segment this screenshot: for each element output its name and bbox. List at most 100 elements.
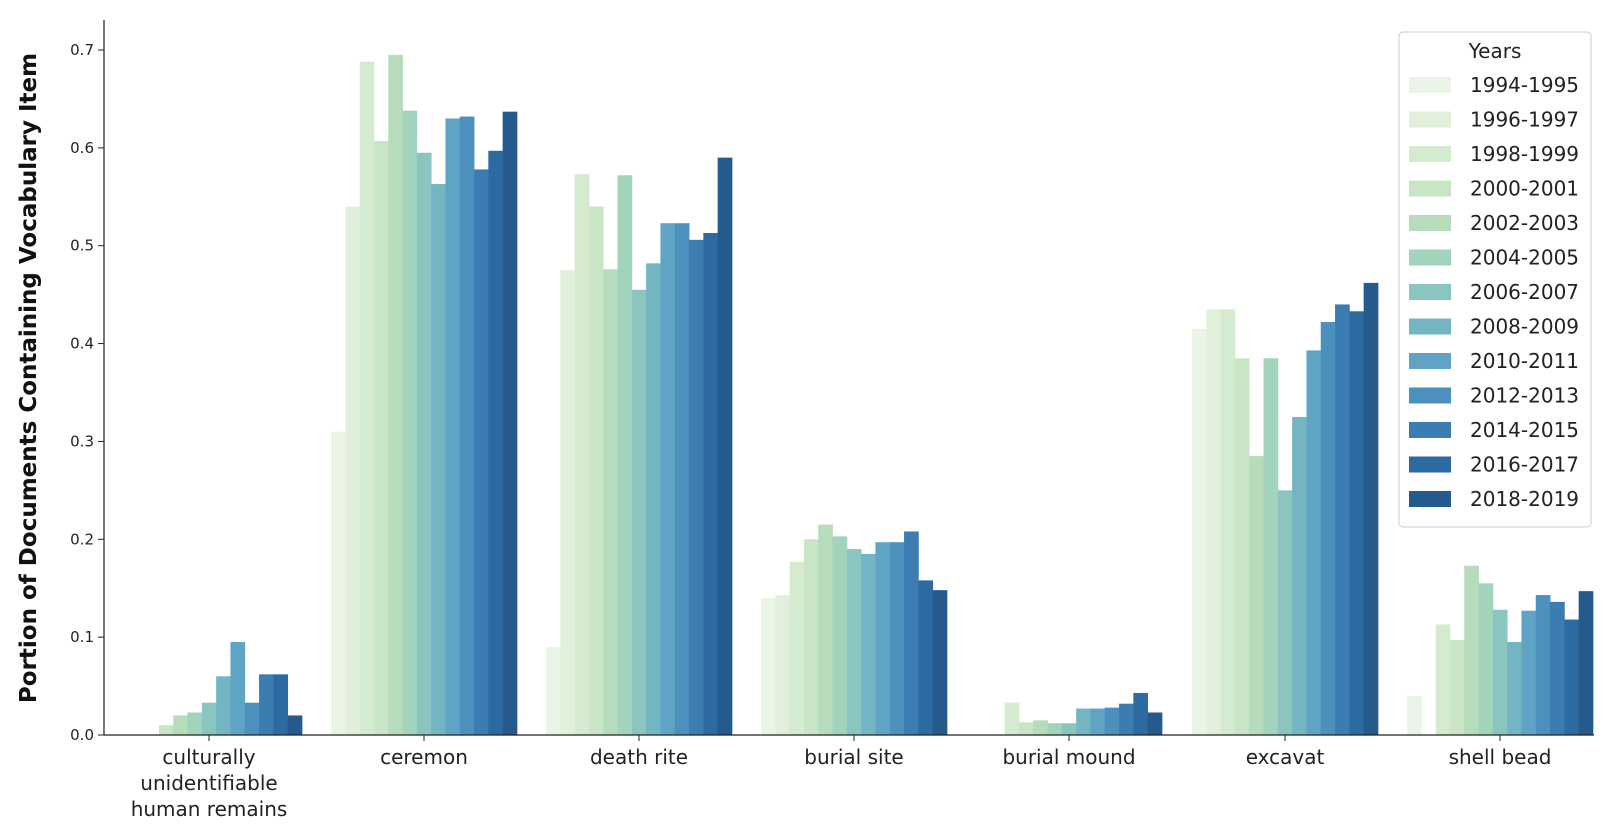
bar-1998-1999-cat5 xyxy=(1220,309,1236,735)
bar-2010-2011-cat2 xyxy=(660,223,676,735)
bar-2014-2015-cat5 xyxy=(1335,304,1350,735)
bar-2010-2011-cat5 xyxy=(1306,350,1322,735)
bar-2004-2005-cat3 xyxy=(832,536,848,735)
bar-2000-2001-cat4 xyxy=(1018,722,1034,735)
legend-label-1996-1997: 1996-1997 xyxy=(1470,108,1579,132)
bars-layer xyxy=(158,54,1594,736)
bar-2014-2015-cat3 xyxy=(904,531,919,735)
bar-2000-2001-cat0 xyxy=(158,725,174,735)
bar-2008-2009-cat1 xyxy=(431,184,446,735)
legend-swatch-1998-1999 xyxy=(1409,146,1451,162)
y-tick-label: 0.4 xyxy=(70,335,94,353)
legend-swatch-1994-1995 xyxy=(1409,77,1451,93)
bar-1994-1995-cat5 xyxy=(1192,328,1207,735)
x-category-label: excavat xyxy=(1246,745,1325,769)
legend-label-2010-2011: 2010-2011 xyxy=(1470,349,1579,373)
bar-2012-2013-cat3 xyxy=(889,542,905,735)
y-tick-label: 0.7 xyxy=(70,41,94,59)
bar-1996-1997-cat1 xyxy=(345,206,361,735)
bar-2000-2001-cat1 xyxy=(373,141,389,735)
bar-2002-2003-cat5 xyxy=(1249,456,1264,735)
bar-2014-2015-cat0 xyxy=(259,674,274,735)
legend-label-2008-2009: 2008-2009 xyxy=(1470,315,1579,339)
x-category-label: burial site xyxy=(804,745,903,769)
bar-1998-1999-cat1 xyxy=(359,61,375,736)
bar-2018-2019-cat5 xyxy=(1363,282,1379,735)
bar-1996-1997-cat5 xyxy=(1206,309,1222,735)
bar-2018-2019-cat0 xyxy=(287,715,303,735)
bar-2010-2011-cat3 xyxy=(875,542,891,735)
bar-2012-2013-cat2 xyxy=(674,223,690,735)
bar-2002-2003-cat4 xyxy=(1033,720,1048,735)
bar-2014-2015-cat4 xyxy=(1119,703,1134,735)
bar-2016-2017-cat1 xyxy=(488,150,504,736)
bar-2012-2013-cat5 xyxy=(1320,322,1336,735)
bar-2002-2003-cat3 xyxy=(818,524,833,735)
legend-label-2018-2019: 2018-2019 xyxy=(1470,487,1579,511)
bar-1994-1995-cat2 xyxy=(546,646,561,735)
x-category-label: burial mound xyxy=(1002,745,1135,769)
bar-1996-1997-cat2 xyxy=(560,270,576,735)
bar-2016-2017-cat2 xyxy=(703,232,719,736)
bar-2002-2003-cat1 xyxy=(388,54,403,735)
legend-label-2000-2001: 2000-2001 xyxy=(1470,177,1579,201)
bar-1998-1999-cat6 xyxy=(1435,624,1451,735)
x-category-label: culturally unidentifiable human remains xyxy=(131,745,288,821)
legend-swatch-2012-2013 xyxy=(1409,387,1451,404)
x-category-label: death rite xyxy=(590,745,688,769)
bar-2004-2005-cat4 xyxy=(1047,723,1063,735)
bar-2010-2011-cat1 xyxy=(445,118,461,735)
bar-2014-2015-cat2 xyxy=(689,239,704,735)
bar-2000-2001-cat5 xyxy=(1234,358,1250,735)
bar-2008-2009-cat0 xyxy=(216,676,231,735)
legend-swatch-2008-2009 xyxy=(1409,318,1451,335)
legend-label-2014-2015: 2014-2015 xyxy=(1470,418,1579,442)
bar-2000-2001-cat2 xyxy=(588,206,604,735)
bar-2004-2005-cat2 xyxy=(617,175,633,735)
bar-2016-2017-cat6 xyxy=(1564,619,1580,735)
y-axis-title: Portion of Documents Containing Vocabula… xyxy=(16,53,42,703)
bar-1996-1997-cat3 xyxy=(775,595,791,735)
bar-1994-1995-cat6 xyxy=(1407,695,1422,735)
bar-2006-2007-cat6 xyxy=(1492,609,1508,735)
bar-2004-2005-cat5 xyxy=(1263,358,1279,735)
bar-2012-2013-cat0 xyxy=(244,702,260,735)
bar-2004-2005-cat1 xyxy=(402,110,418,736)
bar-2006-2007-cat4 xyxy=(1061,723,1077,735)
bar-2008-2009-cat5 xyxy=(1292,416,1307,735)
bar-1998-1999-cat2 xyxy=(574,174,590,735)
bar-2018-2019-cat4 xyxy=(1147,712,1163,735)
bar-2010-2011-cat6 xyxy=(1521,610,1537,735)
legend-swatch-2004-2005 xyxy=(1409,249,1451,266)
legend-label-2006-2007: 2006-2007 xyxy=(1470,280,1579,304)
bar-2018-2019-cat6 xyxy=(1578,591,1594,735)
legend-swatch-2018-2019 xyxy=(1409,491,1451,507)
y-tick-label: 0.5 xyxy=(70,237,94,255)
bar-2006-2007-cat2 xyxy=(631,289,647,735)
bar-2014-2015-cat1 xyxy=(474,169,489,735)
legend-items: 1994-1995 1996-1997 1998-1999 2000-2001 2002… xyxy=(1409,73,1579,511)
bar-2018-2019-cat2 xyxy=(717,157,733,735)
bar-2016-2017-cat3 xyxy=(918,580,934,735)
legend-swatch-2000-2001 xyxy=(1409,180,1451,197)
y-tick-label: 0.2 xyxy=(70,530,94,548)
legend-label-1994-1995: 1994-1995 xyxy=(1470,73,1579,97)
bar-2006-2007-cat1 xyxy=(416,152,432,735)
x-category-label: ceremon xyxy=(380,745,468,769)
y-tick-label: 0.3 xyxy=(70,432,94,450)
bar-2004-2005-cat0 xyxy=(187,712,203,735)
bar-2016-2017-cat0 xyxy=(273,674,289,735)
legend-swatch-2016-2017 xyxy=(1409,456,1451,473)
bar-2002-2003-cat6 xyxy=(1464,565,1479,735)
y-tick-label: 0.0 xyxy=(70,726,94,744)
bar-2004-2005-cat6 xyxy=(1478,583,1494,735)
legend-swatch-2002-2003 xyxy=(1409,215,1451,231)
legend-title: Years xyxy=(1468,39,1522,63)
bar-2016-2017-cat4 xyxy=(1133,692,1149,735)
x-category-label: shell bead xyxy=(1449,745,1552,769)
bar-1994-1995-cat3 xyxy=(761,598,776,735)
bar-1994-1995-cat1 xyxy=(331,431,346,735)
bar-2014-2015-cat6 xyxy=(1550,601,1565,735)
axes-layer: 0.0 0.1 0.2 0.3 0.4 0.5 0.6 0.7 culturally uniden… xyxy=(70,20,1594,821)
